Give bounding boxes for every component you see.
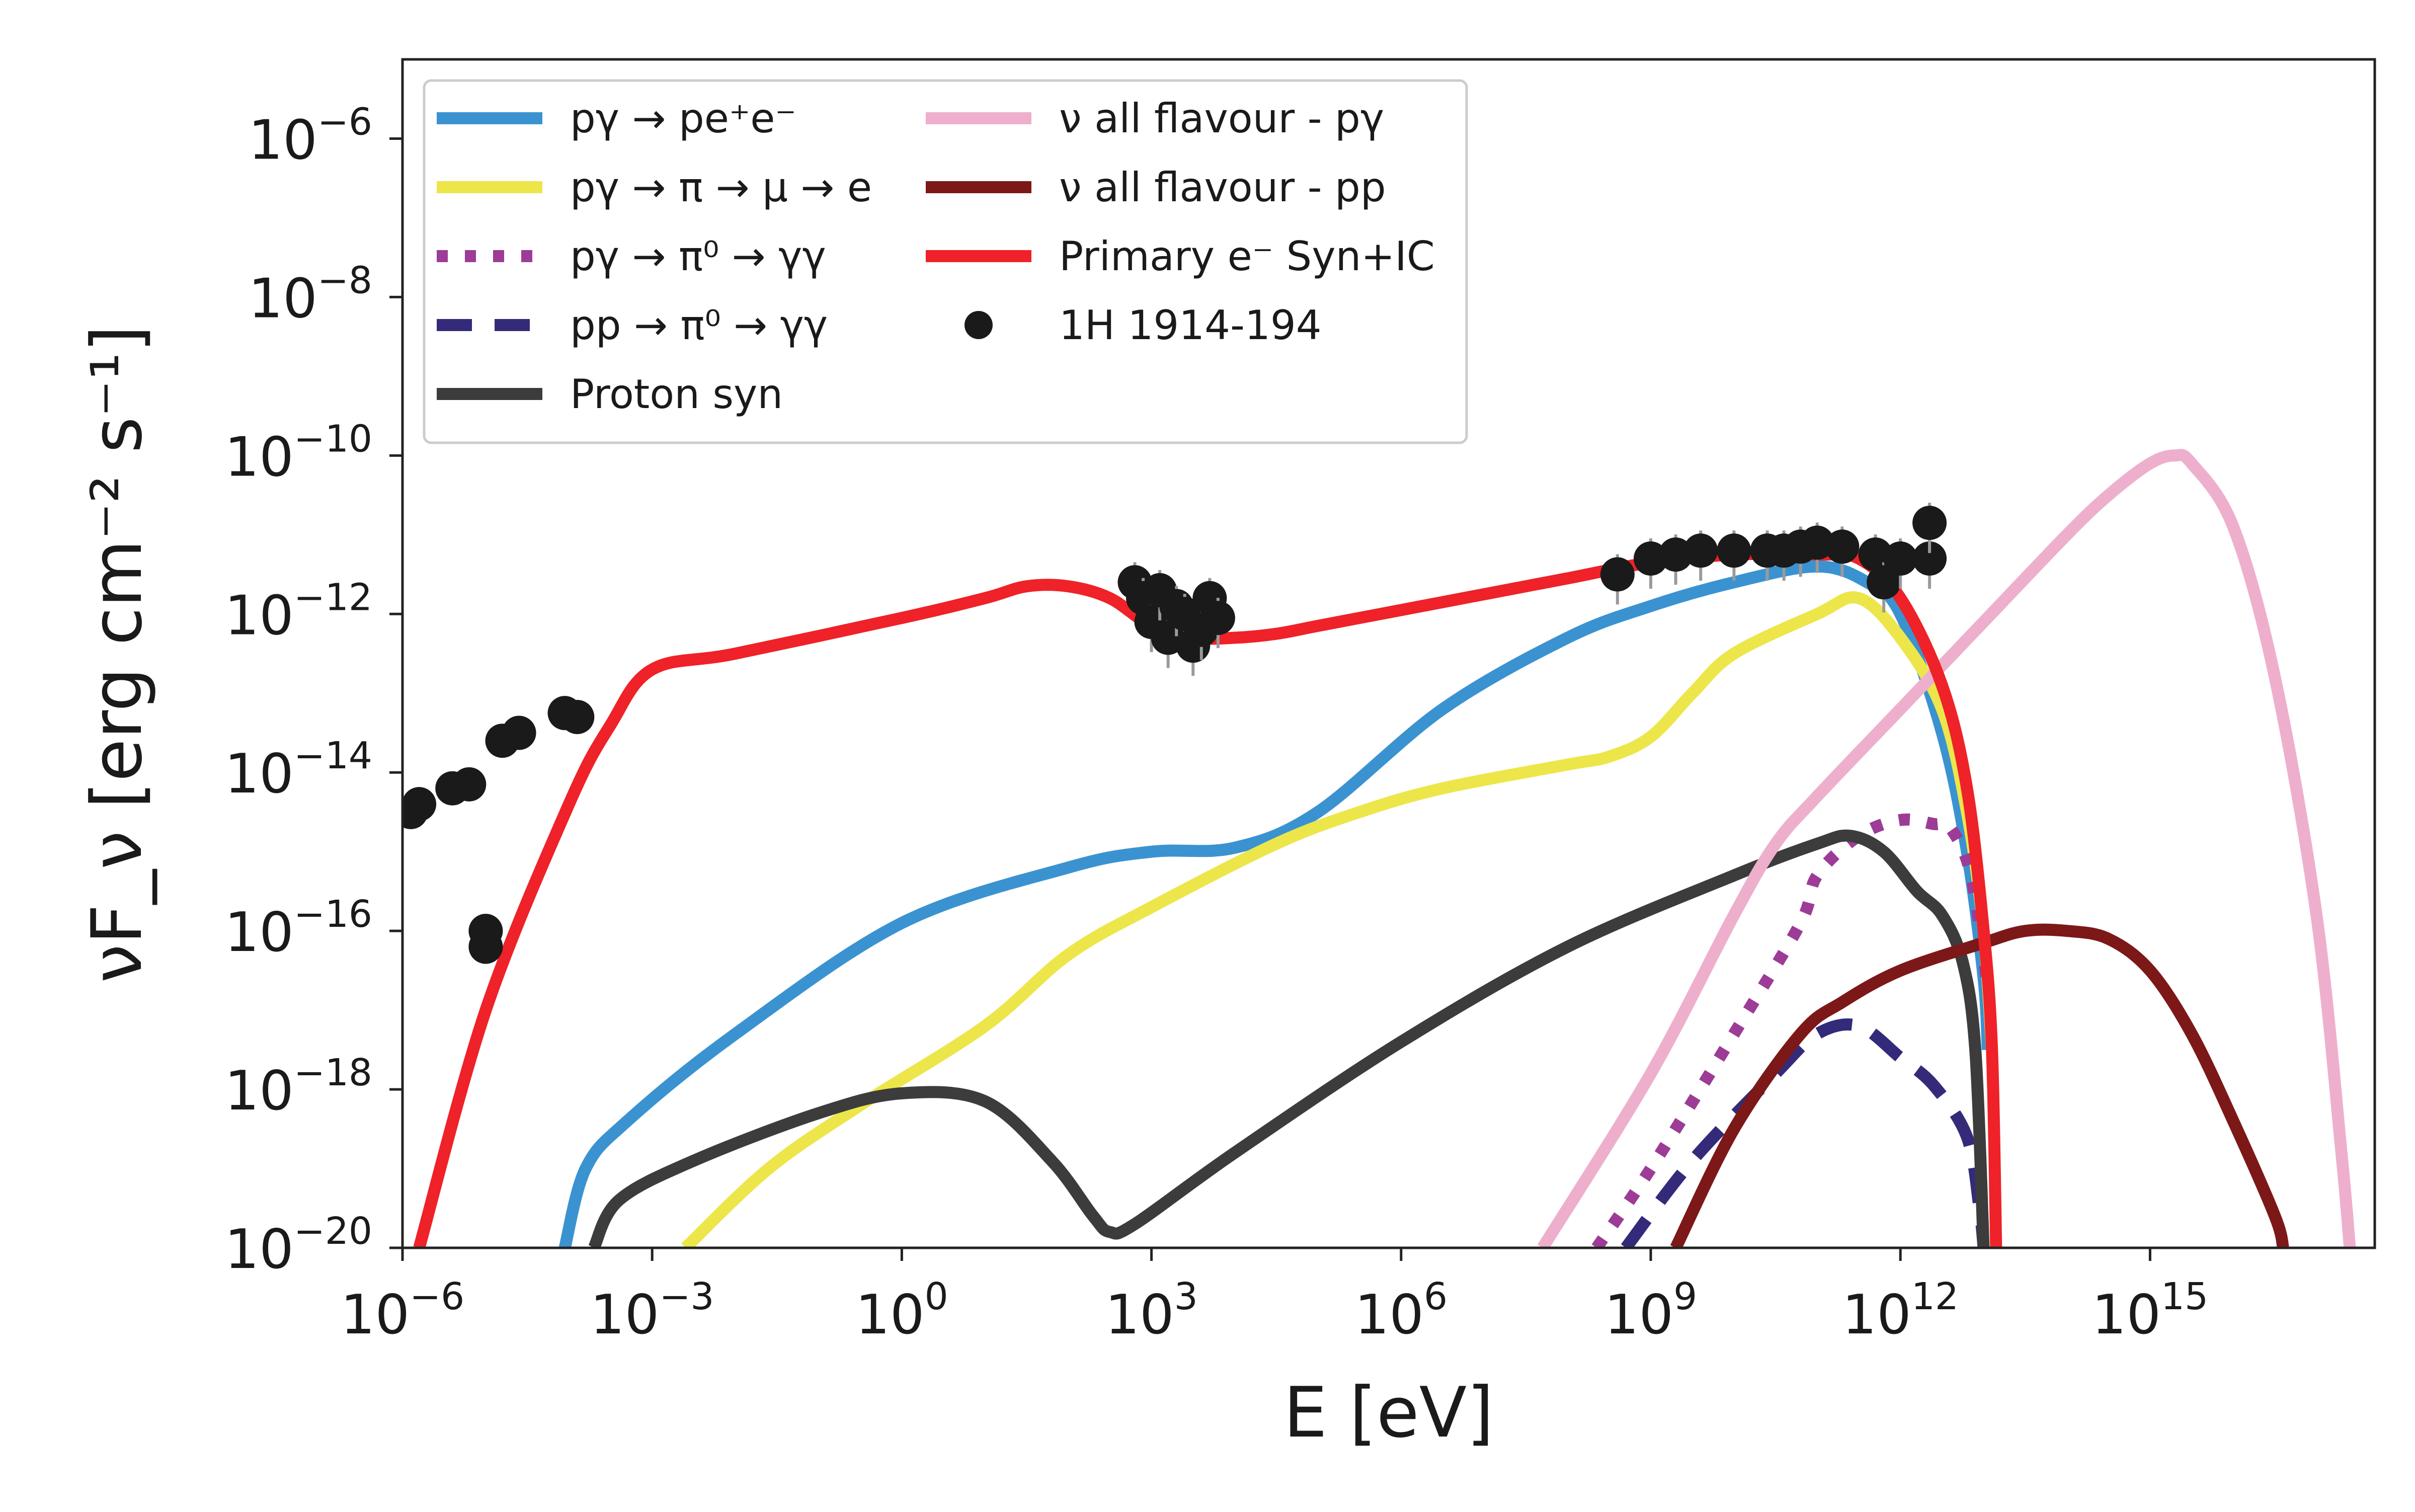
data-point-3 [452, 767, 487, 802]
series-line-1 [681, 591, 1998, 1248]
legend-label-6: ν all flavour - pp [1059, 164, 1386, 211]
legend-label-7: Primary e⁻ Syn+IC [1059, 233, 1435, 280]
legend-label-0: pγ → pe⁺e⁻ [570, 95, 796, 142]
x-tick-label-6: 1012 [1842, 1275, 1959, 1346]
y-tick-label-1: 10−8 [248, 259, 372, 330]
series-line-7 [413, 547, 2002, 1248]
data-point-1 [403, 787, 437, 822]
y-axis-label: νF_ν [erg cm⁻² s⁻¹] [76, 325, 157, 983]
data-point-33 [1883, 541, 1918, 576]
series-line-6 [1670, 923, 2289, 1248]
data-point-32 [1867, 565, 1901, 600]
y-tick-label-4: 10−14 [224, 734, 372, 806]
data-point-34 [1912, 541, 1947, 576]
y-tick-label-3: 10−12 [224, 576, 372, 647]
x-tick-label-1: 10−3 [590, 1275, 714, 1346]
legend-label-5: ν all flavour - pγ [1059, 95, 1384, 142]
y-tick-label-6: 10−18 [224, 1051, 372, 1123]
observation-points [403, 503, 1947, 964]
x-tick-label-0: 10−6 [341, 1275, 465, 1346]
series-line-2 [1591, 813, 1994, 1248]
legend-label-2: pγ → π⁰ → γγ [570, 233, 826, 280]
y-tick-label-5: 10−16 [224, 893, 372, 964]
series-curves [413, 449, 2356, 1248]
legend-label-3: pp → π⁰ → γγ [570, 302, 828, 349]
data-point-21 [1600, 557, 1635, 592]
x-tick-label-2: 100 [855, 1275, 948, 1346]
plot-frame [401, 58, 2376, 1249]
data-point-35 [1912, 506, 1947, 540]
legend-label-1: pγ → π → μ → e [570, 164, 872, 211]
x-tick-label-3: 103 [1105, 1275, 1198, 1346]
series-line-3 [1621, 1018, 1990, 1248]
y-tick-label-7: 10−20 [224, 1210, 372, 1281]
data-point-7 [502, 715, 536, 750]
y-axis-ticks: 10−6 10−8 10−10 10−12 10−14 10−16 10−18 10−20 [224, 100, 403, 1281]
data-point-30 [1825, 529, 1860, 564]
x-tick-label-4: 106 [1355, 1275, 1448, 1346]
series-line-4 [588, 829, 1990, 1248]
legend-swatch-8 [964, 311, 993, 339]
data-point-20 [1200, 601, 1235, 635]
x-tick-label-5: 109 [1604, 1275, 1698, 1346]
y-tick-label-2: 10−10 [224, 417, 372, 489]
series-line-0 [558, 560, 1994, 1248]
series-line-5 [1537, 449, 2356, 1248]
legend-label-4: Proton syn [570, 371, 783, 418]
legend: pγ → pe⁺e⁻ pγ → π → μ → e pγ → π⁰ → γγ pp →… [423, 79, 1468, 444]
y-tick-label-0: 10−6 [248, 100, 372, 172]
x-axis-ticks: 10−6 10−3 100 103 106 109 1012 1015 [341, 1248, 2208, 1346]
data-point-25 [1717, 533, 1751, 568]
data-point-5 [468, 929, 503, 964]
x-axis-label: E [eV] [1283, 1372, 1494, 1453]
data-point-24 [1683, 533, 1718, 568]
x-tick-label-7: 1015 [2092, 1275, 2209, 1346]
data-point-9 [560, 699, 595, 734]
legend-label-8: 1H 1914-194 [1059, 302, 1322, 349]
